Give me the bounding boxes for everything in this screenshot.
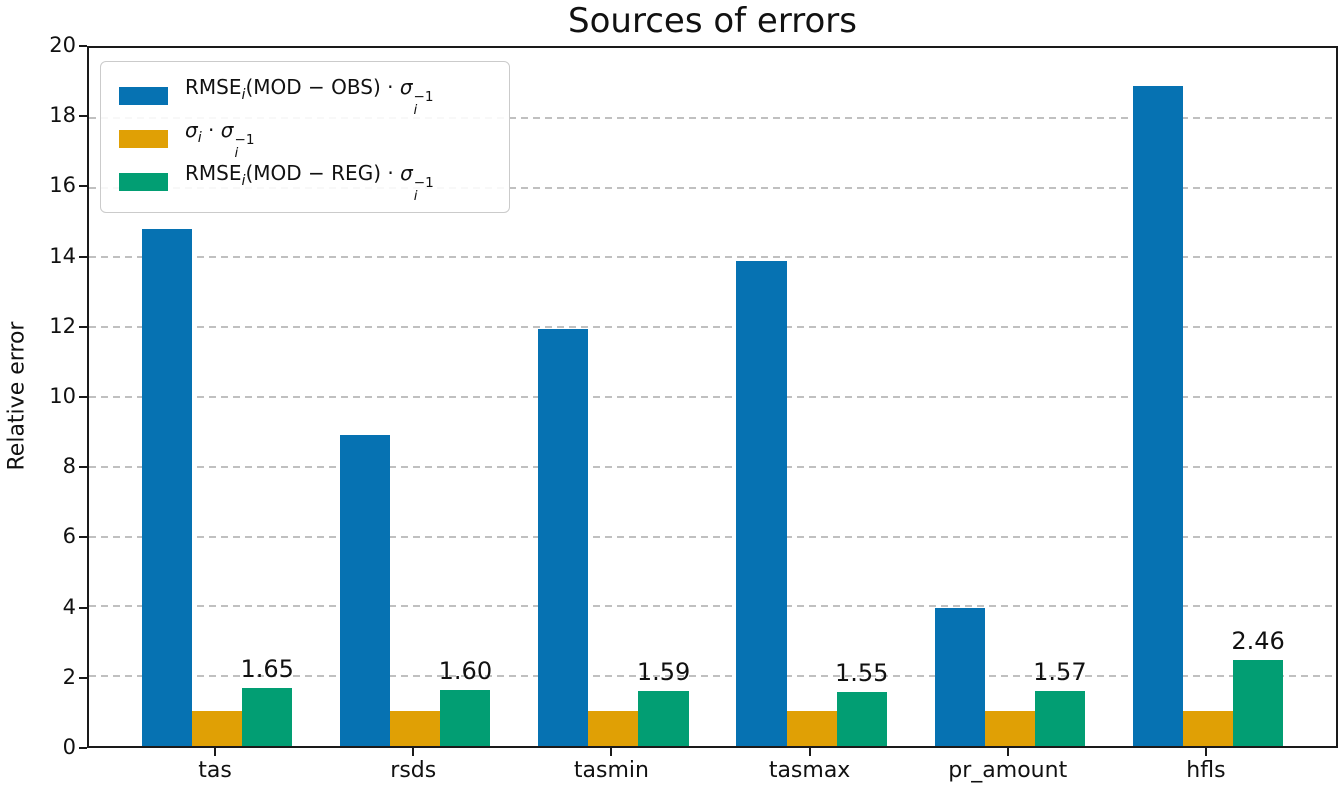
gridline-y18 — [89, 116, 1336, 119]
legend-swatch-2 — [119, 173, 168, 192]
bar-value-label-hfls: 2.46 — [1231, 627, 1285, 656]
x-tick-mark — [412, 748, 415, 756]
gridline-y12 — [89, 326, 1336, 329]
gridline-y14 — [89, 256, 1336, 259]
y-tick-label: 10 — [49, 384, 76, 408]
bar-hfls-series-0 — [1132, 86, 1183, 746]
chart-title: Sources of errors — [568, 1, 857, 41]
bar-rsds-series-1 — [390, 711, 441, 746]
y-tick-label: 16 — [49, 173, 76, 198]
y-tick-label: 6 — [62, 524, 76, 549]
bar-tasmin-series-2 — [638, 690, 689, 746]
bar-rsds-series-2 — [440, 690, 491, 746]
bar-tas-series-0 — [141, 229, 192, 746]
bar-tasmax-series-1 — [786, 711, 837, 746]
y-tick-label: 12 — [49, 313, 76, 338]
x-tick-mark — [808, 748, 811, 756]
x-tick-mark — [1204, 748, 1207, 756]
bar-tasmin-series-0 — [538, 328, 589, 746]
legend-item-0: RMSEi(MOD − OBS) · σ −1 i — [119, 75, 491, 118]
y-tick-mark — [79, 747, 87, 749]
bar-pr_amount-series-2 — [1034, 691, 1085, 746]
x-tick-mark — [610, 748, 613, 756]
legend-label-0: RMSEi(MOD − OBS) · σ −1 i — [185, 75, 434, 119]
bar-value-label-tasmax: 1.55 — [835, 658, 889, 687]
gridline-y4 — [89, 605, 1336, 608]
y-tick-mark — [79, 396, 87, 398]
gridline-y2 — [89, 675, 1336, 678]
x-tick-label: pr_amount — [948, 758, 1068, 783]
legend-item-2: RMSEi(MOD − REG) · σ −1 i — [119, 161, 491, 204]
bar-tasmin-series-1 — [588, 711, 639, 746]
bar-tas-series-1 — [192, 711, 243, 746]
x-tick-label: hfls — [1186, 758, 1226, 783]
bars: 1.65 1.60 1.59 1.55 1.57 2.46 — [89, 48, 1336, 746]
x-tick-mark — [214, 748, 217, 756]
bar-rsds-series-0 — [340, 435, 391, 746]
bar-pr_amount-series-0 — [934, 608, 985, 746]
y-tick-mark — [79, 255, 87, 258]
y-tick-mark — [79, 45, 87, 47]
y-tick-label: 20 — [49, 33, 76, 57]
y-tick-mark — [79, 115, 87, 118]
bar-value-label-rsds: 1.60 — [438, 657, 493, 686]
bar-tas-series-2 — [242, 688, 293, 746]
bar-pr_amount-series-1 — [984, 711, 1035, 746]
bar-value-label-pr_amount: 1.57 — [1033, 658, 1087, 687]
y-tick-mark — [79, 536, 87, 539]
gridline-y16 — [89, 186, 1336, 189]
plot-area: 1.65 1.60 1.59 1.55 1.57 2.46 RMSEi(MOD − OBS… — [87, 46, 1338, 748]
x-tick-label: tasmax — [768, 758, 851, 783]
gridlines — [89, 48, 1336, 746]
bar-tasmax-series-0 — [736, 260, 787, 746]
y-tick-mark — [79, 606, 87, 609]
y-tick-mark — [79, 185, 87, 188]
legend-item-1: σi · σ −1 i — [119, 118, 491, 161]
legend: RMSEi(MOD − OBS) · σ −1 i σi · σ −1 i RMSEi(MO… — [100, 61, 510, 213]
y-tick-label: 2 — [62, 664, 76, 689]
y-tick-label: 0 — [62, 735, 76, 759]
x-tick-label: rsds — [390, 758, 437, 783]
legend-swatch-0 — [119, 87, 168, 106]
x-tick-mark — [1006, 748, 1009, 756]
bar-hfls-series-2 — [1232, 660, 1284, 746]
legend-swatch-1 — [119, 130, 168, 149]
gridline-y10 — [89, 396, 1336, 398]
y-tick-mark — [79, 676, 87, 679]
gridline-y6 — [89, 535, 1336, 538]
y-tick-mark — [79, 466, 87, 469]
bar-value-label-tasmin: 1.59 — [636, 657, 691, 686]
legend-label-1: σi · σ −1 i — [185, 117, 255, 162]
bar-hfls-series-1 — [1182, 711, 1233, 746]
y-tick-mark — [79, 325, 87, 328]
x-tick-label: tas — [198, 758, 232, 783]
y-tick-label: 14 — [49, 243, 76, 268]
y-tick-label: 8 — [62, 454, 76, 479]
y-tick-label: 18 — [49, 103, 76, 128]
legend-label-2: RMSEi(MOD − REG) · σ −1 i — [185, 160, 434, 205]
bar-tasmax-series-2 — [836, 691, 887, 746]
bar-value-label-tas: 1.65 — [240, 655, 294, 684]
y-tick-label: 4 — [62, 594, 76, 619]
x-tick-label: tasmin — [573, 758, 649, 783]
gridline-y8 — [89, 465, 1336, 468]
